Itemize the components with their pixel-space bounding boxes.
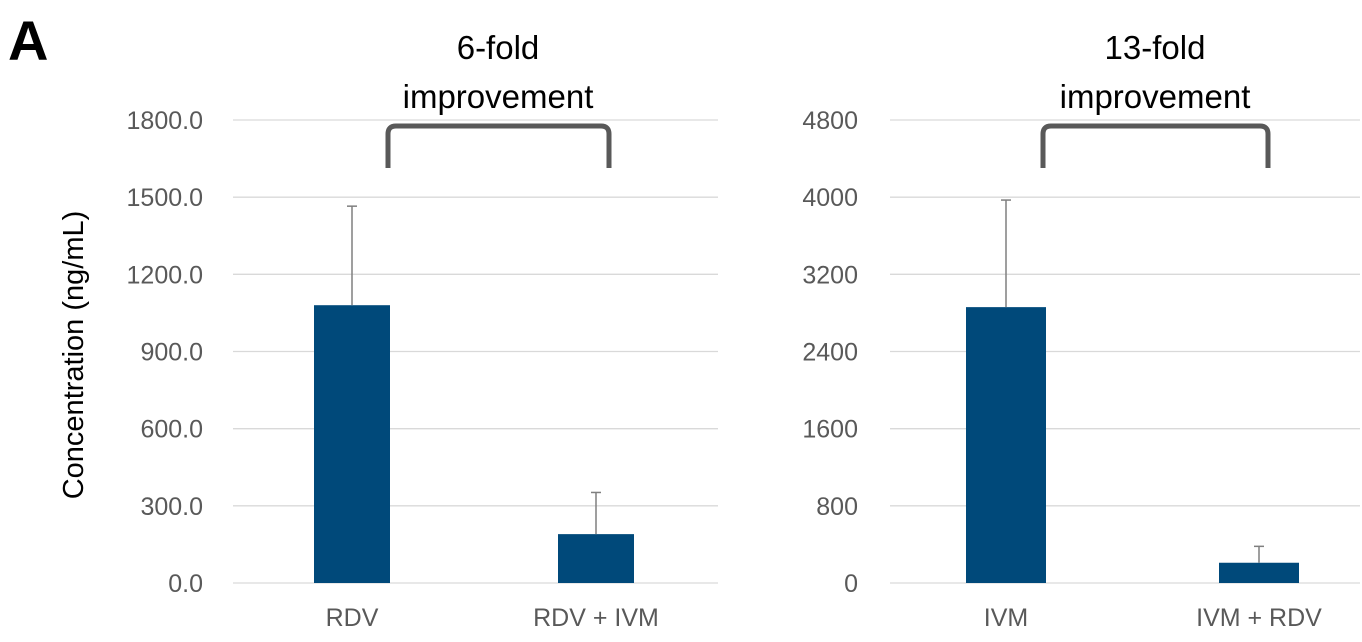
bar [558,534,634,583]
y-tick-label: 800 [816,493,858,521]
y-tick-label: 4800 [802,107,858,135]
x-tick-label: IVM + RDV [1196,604,1322,632]
y-tick-label: 1200.0 [127,261,203,289]
chart-left: 0.0 300.0 600.0 900.0 1200.0 1500.0 1800.0 RDV R… [127,29,718,632]
y-tick-label: 1600 [802,416,858,444]
bar [966,307,1046,583]
fold-improvement-annotation: improvement [1060,78,1251,115]
panel-label: A [8,9,48,72]
y-tick-label: 600.0 [140,416,203,444]
x-tick-label: IVM [984,604,1028,632]
y-tick-label: 3200 [802,261,858,289]
y-tick-label: 4000 [802,184,858,212]
comparison-bracket [385,123,612,168]
comparison-bracket [1040,123,1271,168]
bar [314,305,390,583]
fold-improvement-annotation: 13-fold [1105,29,1206,66]
fold-improvement-annotation: 6-fold [457,29,540,66]
y-tick-label: 2400 [802,339,858,367]
y-tick-label: 0 [844,570,858,598]
y-tick-label: 0.0 [168,570,203,598]
fold-improvement-annotation: improvement [403,78,594,115]
y-tick-label: 300.0 [140,493,203,521]
chart-right: 0 800 1600 2400 3200 4000 4800 IVM IVM + RDV 13-f… [802,29,1360,632]
x-tick-label: RDV [326,604,379,632]
bar [1219,562,1299,583]
y-tick-label: 900.0 [140,339,203,367]
y-tick-label: 1800.0 [127,107,203,135]
y-tick-label: 1500.0 [127,184,203,212]
x-tick-label: RDV + IVM [533,604,659,632]
y-axis-label: Concentration (ng/mL) [58,211,90,500]
